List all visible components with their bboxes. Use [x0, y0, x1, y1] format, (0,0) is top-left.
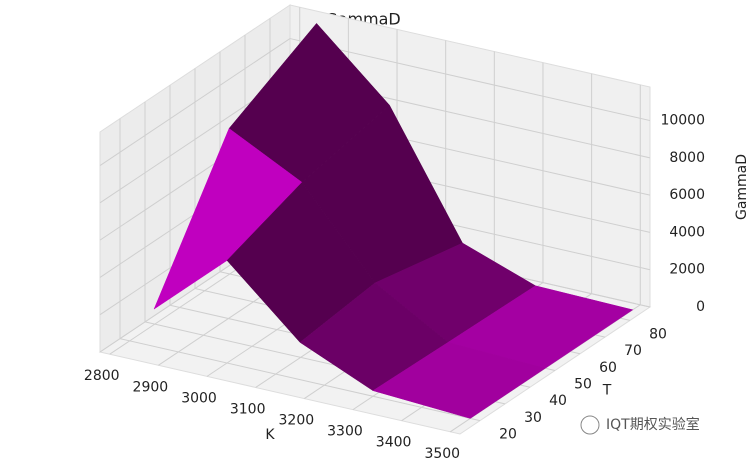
z-tick-label: 0	[696, 299, 705, 315]
y-tick-label: 40	[549, 393, 567, 409]
watermark: IQT期权实验室	[606, 416, 700, 433]
y-tick-label: 60	[599, 360, 617, 376]
labels: 2800 2900 3000 3100 3200 3300 3400 3500 20 30 40 50…	[84, 113, 750, 462]
x-tick-label: 2800	[84, 368, 120, 384]
grid-line	[119, 338, 481, 422]
y-tick-label: 30	[524, 410, 542, 426]
watermark-icon	[580, 415, 600, 435]
x-tick-label: 2900	[133, 379, 169, 395]
z-tick-label: 2000	[669, 262, 705, 278]
z-tick-label: 4000	[669, 224, 705, 240]
x-tick-label: 3000	[181, 390, 217, 406]
y-tick-label: 20	[499, 427, 517, 443]
surface-patch	[372, 342, 546, 419]
x-axis-label: K	[265, 427, 275, 443]
x-tick-label: 3400	[376, 435, 412, 451]
z-axis-label: GammaD	[734, 154, 750, 220]
y-tick-label: 50	[574, 377, 592, 393]
surface	[153, 22, 634, 419]
y-tick-label: 70	[624, 343, 642, 359]
y-tick-label: 80	[649, 326, 667, 342]
grid-line	[99, 38, 291, 166]
x-tick-label: 3200	[279, 413, 315, 429]
x-tick-label: 3100	[230, 401, 266, 417]
x-tick-label: 3500	[424, 446, 460, 458]
z-tick-label: 6000	[669, 187, 705, 203]
grid-line	[289, 38, 651, 122]
y-axis-label: T	[602, 383, 612, 399]
z-tick-label: 10000	[660, 113, 705, 129]
x-tick-label: 3300	[327, 424, 363, 440]
z-tick-label: 8000	[669, 150, 705, 166]
